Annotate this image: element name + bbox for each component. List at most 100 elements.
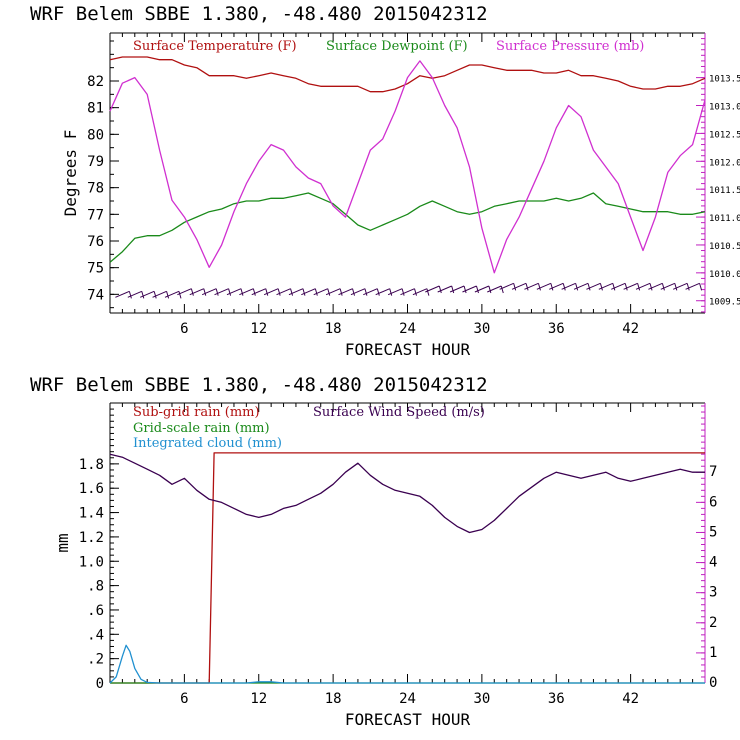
panel-bottom: WRF Belem SBBE 1.380, -48.480 2015042312… — [30, 374, 717, 729]
wind-barb-flag — [414, 288, 417, 296]
y2-tick-label: 1009.5 — [709, 298, 740, 308]
wind-barb — [226, 288, 242, 296]
wind-barb-flag — [190, 288, 194, 296]
y-tick-label: 1.0 — [79, 554, 104, 570]
y2-tick-label: 5 — [709, 524, 717, 540]
wind-barb — [648, 282, 663, 290]
wind-barb — [288, 288, 304, 296]
x-tick-label: 24 — [399, 321, 416, 337]
wind-barb-flag — [686, 283, 690, 291]
wind-barb-flag — [426, 288, 430, 296]
wind-barb-flag — [525, 283, 529, 291]
wind-barb — [449, 285, 465, 293]
x-tick-label: 30 — [473, 321, 490, 337]
wind-barb — [177, 288, 192, 296]
x-axis-label: FORECAST HOUR — [345, 710, 471, 729]
wind-barb-flag — [612, 283, 616, 291]
wind-barb-flag — [401, 288, 405, 296]
wind-barb — [635, 282, 651, 290]
wind-barb-flag — [141, 291, 145, 299]
wind-barb-flag — [513, 283, 517, 291]
legend-entry: Surface Pressure (mb) — [496, 39, 644, 54]
wind-barbs — [115, 282, 703, 299]
y-tick-label: 80 — [87, 127, 104, 143]
legend-entry: Surface Wind Speed (m/s) — [313, 405, 485, 420]
wind-barb-flag — [451, 285, 455, 294]
wind-barb-flag — [575, 283, 579, 291]
y2-tick-label: 1012.0 — [709, 158, 740, 168]
x-tick-label: 36 — [548, 321, 565, 337]
y-axis-label: mm — [53, 533, 72, 552]
panel-top: WRF Belem SBBE 1.380, -48.480 2015042312… — [30, 3, 740, 359]
y-tick-label: 76 — [87, 234, 104, 250]
x-tick-label: 36 — [548, 691, 565, 707]
wind-barb-flag — [463, 285, 467, 294]
y-axis-label: Degrees F — [61, 130, 80, 217]
y-tick-label: 74 — [87, 287, 104, 303]
wind-barb — [499, 282, 514, 290]
wind-barb-flag — [252, 288, 256, 296]
series-line-surface-dewpoint-f — [109, 192, 706, 263]
x-tick-label: 12 — [250, 691, 267, 707]
wind-barb — [400, 288, 415, 296]
y-tick-label: 1.4 — [79, 506, 104, 522]
y-tick-label: 1.2 — [79, 530, 104, 546]
wind-barb — [611, 282, 626, 290]
wind-barb-flag — [438, 285, 442, 294]
wind-barb-flag — [314, 288, 318, 296]
wind-barb — [487, 285, 502, 293]
wind-barb — [338, 288, 353, 296]
x-tick-label: 12 — [250, 321, 267, 337]
y2-tick-label: 3 — [709, 585, 717, 601]
wind-barb-flag — [277, 288, 281, 296]
wind-barb-flag — [475, 285, 479, 294]
y2-tick-label: 2 — [709, 615, 717, 631]
wind-barb — [511, 282, 527, 290]
y2-tick-label: 1013.5 — [709, 75, 740, 85]
wind-barb — [573, 282, 589, 290]
wind-barb — [263, 288, 279, 296]
wind-barb-flag — [537, 283, 541, 291]
wind-barb-flag — [240, 288, 244, 296]
wind-barb-flag — [302, 288, 306, 296]
y-tick-label: 0 — [96, 676, 104, 692]
wind-barb-flag — [624, 283, 628, 291]
wind-barb-flag — [352, 288, 356, 296]
y-tick-label: 1.6 — [79, 481, 104, 497]
y2-tick-label: 1011.5 — [709, 186, 740, 196]
wind-barb — [301, 288, 316, 296]
series-line-surface-pressure-mb — [109, 60, 706, 274]
chart-title: WRF Belem SBBE 1.380, -48.480 2015042312 — [30, 3, 488, 25]
wind-barb-flag — [178, 291, 182, 299]
legend-entry: Surface Dewpoint (F) — [326, 39, 468, 54]
wind-barb — [152, 290, 167, 298]
wind-barb-flag — [128, 291, 132, 299]
wind-barb-flag — [637, 283, 641, 291]
legend-entry: Integrated cloud (mm) — [133, 436, 282, 451]
wind-barb — [437, 285, 452, 293]
wind-barb — [536, 282, 552, 290]
wind-barb — [425, 285, 440, 293]
series-line-integrated-cloud-mm — [109, 644, 705, 684]
x-axis-label: FORECAST HOUR — [345, 340, 471, 359]
x-tick-label: 42 — [622, 691, 639, 707]
wind-barb-flag — [327, 288, 331, 296]
y2-tick-label: 1 — [709, 645, 717, 661]
x-tick-label: 18 — [325, 691, 342, 707]
legend-entry: Grid-scale rain (mm) — [133, 421, 270, 436]
wind-barb-flag — [215, 288, 219, 296]
wind-barb-flag — [203, 288, 207, 296]
wind-barb — [127, 290, 142, 298]
wind-barb — [549, 282, 564, 290]
wind-barb-flag — [500, 285, 504, 294]
wind-barb-flag — [661, 283, 665, 291]
y-tick-label: 81 — [87, 101, 104, 117]
wind-barb-flag — [550, 283, 554, 291]
wind-barb — [363, 288, 378, 296]
y-tick-label: .6 — [87, 603, 104, 619]
wind-barb-flag — [228, 288, 232, 296]
wind-barb — [164, 290, 180, 298]
y2-tick-label: 4 — [709, 555, 717, 571]
wind-barb-flag — [339, 288, 343, 296]
